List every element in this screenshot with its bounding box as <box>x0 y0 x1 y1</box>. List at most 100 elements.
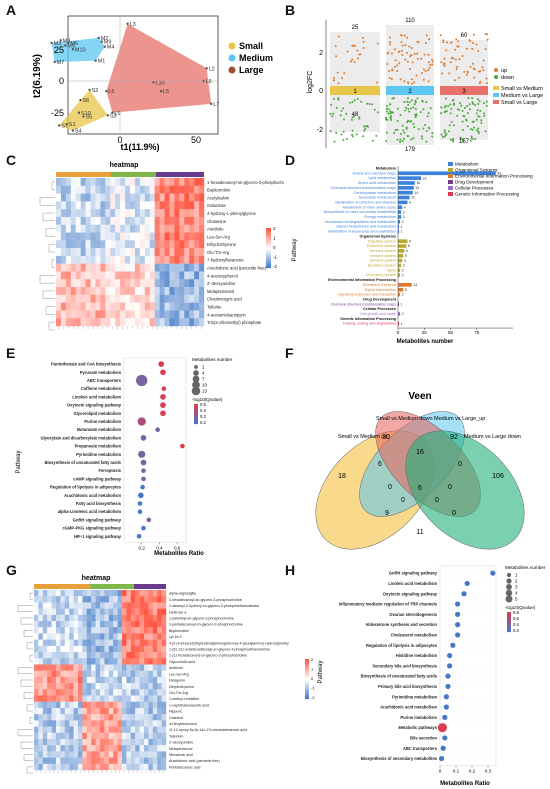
heatmap-dendrogram-branch <box>39 197 55 206</box>
heatmap-cell <box>194 216 200 225</box>
a-small-point-label: S4 <box>75 129 82 135</box>
heatmap-cell <box>82 738 87 746</box>
heatmap-cell <box>184 224 190 233</box>
heatmap-cell <box>130 645 136 653</box>
a-medium-point <box>71 48 75 51</box>
heatmap-cell <box>174 185 180 194</box>
bubble-point <box>137 417 146 426</box>
panel-f-venn-diagram: Veen Small vs Medium up Small vs Medium … <box>315 391 525 550</box>
heatmap-cell <box>56 232 62 241</box>
heatmap-cell <box>60 757 65 764</box>
heatmap-cell <box>85 294 91 303</box>
b-down-point <box>473 126 476 129</box>
heatmap-cell <box>75 263 81 272</box>
c-scale-step <box>266 234 271 236</box>
d-bar-value: 2 <box>402 312 404 316</box>
heatmap-cell <box>122 621 127 628</box>
heatmap-cell <box>91 596 96 603</box>
b-down-point <box>393 97 396 100</box>
bubble-pathway-label: Fatty acid biosynthesis <box>76 501 122 506</box>
heatmap-cell <box>130 310 136 319</box>
heatmap-cell <box>73 732 79 740</box>
heatmap-cell <box>154 201 160 210</box>
heatmap-cell <box>73 621 79 628</box>
e-ylabel: Pathway <box>16 450 22 473</box>
heatmap-cell <box>95 178 101 186</box>
heatmap-cell <box>148 695 153 702</box>
heatmap-cell <box>69 664 74 671</box>
d-pathway-label: Endocrine system <box>367 244 396 248</box>
heatmap-cell <box>174 318 180 327</box>
bubble-point <box>440 745 446 751</box>
heatmap-cell <box>100 614 105 622</box>
heatmap-cell <box>161 707 167 715</box>
heatmap-cell <box>169 302 175 311</box>
heatmap-dendrogram-branch <box>29 654 33 662</box>
heatmap-cell <box>117 608 123 616</box>
b-up-point <box>484 48 487 51</box>
bubble-point <box>137 492 144 499</box>
heatmap-cell <box>130 714 136 721</box>
b-down-point <box>456 114 459 117</box>
heatmap-cell <box>149 178 155 186</box>
heatmap-cell <box>120 193 126 202</box>
heatmap-cell <box>100 193 106 202</box>
b-up-point <box>445 49 448 52</box>
heatmap-cell <box>144 263 150 272</box>
heatmap-cell <box>47 701 52 709</box>
c-scale-step <box>266 267 271 269</box>
heatmap-cell <box>38 763 43 771</box>
heatmap-cell <box>152 596 158 603</box>
heatmap-row-label: Tris(2-chloroethyl) phosphate <box>207 320 262 325</box>
heatmap-cell <box>122 745 127 752</box>
heatmap-cell <box>134 209 141 218</box>
heatmap-cell <box>100 720 105 727</box>
b-up-point <box>390 52 393 55</box>
heatmap-cell <box>91 732 96 740</box>
b-down-point <box>476 98 479 101</box>
heatmap-cell <box>64 676 70 684</box>
heatmap-cell <box>73 689 79 696</box>
heatmap-cell <box>120 294 126 303</box>
b-down-point <box>396 138 399 141</box>
heatmap-cell <box>78 652 83 659</box>
a-small-point <box>82 115 85 118</box>
heatmap-cell <box>110 185 116 194</box>
heatmap-cell <box>104 695 109 702</box>
heatmap-cell <box>65 193 71 202</box>
heatmap-cell <box>69 658 74 665</box>
heatmap-cell <box>108 757 114 764</box>
heatmap-cell <box>184 232 190 241</box>
heatmap-cell <box>69 751 74 758</box>
heatmap-cell <box>73 745 79 752</box>
heatmap-cell <box>169 310 175 319</box>
heatmap-cell <box>90 224 96 233</box>
bubble-point <box>442 735 448 741</box>
heatmap-cell <box>56 738 61 746</box>
heatmap-cell <box>139 639 145 647</box>
d-xtick: 0 <box>397 330 400 335</box>
heatmap-cell <box>78 627 83 634</box>
b-down-point <box>482 102 485 105</box>
a-small-point <box>88 88 91 92</box>
heatmap-cell <box>56 178 62 186</box>
heatmap-cell <box>73 683 79 690</box>
f-region-15: 6 <box>418 485 422 492</box>
heatmap-cell <box>80 209 86 218</box>
b-down-point <box>401 124 404 127</box>
heatmap-cell <box>149 185 155 194</box>
b-down-point <box>480 119 483 122</box>
bubble-pathway-label: Secondary bile acid biosynthesis <box>372 663 437 668</box>
b-up-point <box>399 78 402 81</box>
b-down-point <box>417 128 420 131</box>
b-down-point <box>469 128 472 131</box>
c-scale-step <box>266 262 271 264</box>
heatmap-cell <box>95 209 101 218</box>
bubble-pathway-label: Ovarian steroidogenesis <box>389 612 438 617</box>
d-legend-label: Drug Development <box>455 180 494 185</box>
a-large-point <box>205 67 208 70</box>
c-scale-step <box>266 244 271 246</box>
b-down-point <box>349 101 352 104</box>
b-down-point <box>387 108 390 111</box>
heatmap-cell <box>70 232 76 241</box>
